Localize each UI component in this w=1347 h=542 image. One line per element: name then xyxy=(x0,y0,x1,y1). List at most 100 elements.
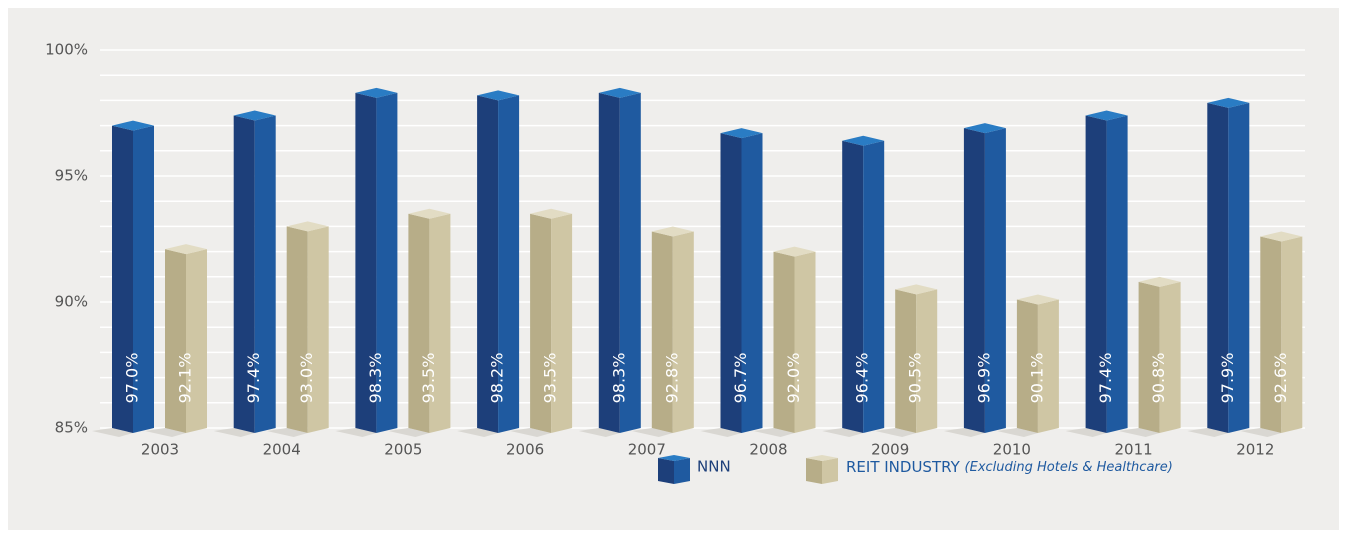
bar xyxy=(1065,110,1128,437)
x-tick-label: 2010 xyxy=(993,441,1031,459)
x-tick-label: 2008 xyxy=(749,441,787,459)
bar-right-face xyxy=(307,226,329,433)
bar-top xyxy=(651,226,694,237)
swatch-top xyxy=(658,455,690,461)
value-label: 97.4% xyxy=(244,353,263,404)
bar-top xyxy=(286,221,329,232)
bar-shadow xyxy=(510,428,552,437)
bar-top xyxy=(598,87,641,98)
value-label: 92.0% xyxy=(784,353,803,404)
y-tick-label: 90% xyxy=(55,293,88,311)
bar-right-face xyxy=(794,251,816,433)
bar-left-face xyxy=(1016,299,1038,433)
bar xyxy=(875,284,938,437)
value-label: 98.3% xyxy=(609,353,628,404)
bar-top xyxy=(1207,97,1250,108)
bar-left-face xyxy=(895,289,917,433)
bar-left-face xyxy=(842,140,864,433)
swatch-right xyxy=(822,458,838,484)
value-label: 97.9% xyxy=(1218,353,1237,404)
bar xyxy=(1118,276,1181,437)
bar-shadow xyxy=(943,428,985,437)
swatch-top xyxy=(806,455,838,461)
bar-top xyxy=(355,87,398,98)
bar-top xyxy=(842,135,885,146)
legend-label: REIT INDUSTRY xyxy=(846,458,961,476)
swatch-left xyxy=(658,458,674,484)
bar xyxy=(145,244,207,437)
bar-left-face xyxy=(1085,115,1107,434)
bar-shadow xyxy=(388,428,430,437)
bar-top xyxy=(720,128,763,139)
x-tick-label: 2007 xyxy=(628,441,666,459)
bar-shadow xyxy=(457,428,499,437)
bar-right-face xyxy=(619,92,641,433)
bar-right-face xyxy=(498,95,520,434)
bar-shadow xyxy=(1118,428,1160,437)
bar-shadow xyxy=(1065,428,1107,437)
value-label: 93.5% xyxy=(419,353,438,404)
bar-top xyxy=(1138,276,1181,287)
bar-left-face xyxy=(1260,236,1282,433)
bar-shadow xyxy=(875,428,917,437)
bar-top xyxy=(1016,294,1059,305)
bar-right-face xyxy=(984,128,1006,433)
value-label: 96.4% xyxy=(853,353,872,404)
bar-left-face xyxy=(165,249,186,433)
swatch-right xyxy=(674,458,690,484)
bar-right-face xyxy=(1281,236,1303,433)
bar-shadow xyxy=(92,428,133,437)
bar xyxy=(266,221,329,437)
value-label: 93.0% xyxy=(297,353,316,404)
bar-left-face xyxy=(408,213,430,433)
bar xyxy=(388,208,451,437)
bar-top xyxy=(233,110,276,121)
bar-right-face xyxy=(551,213,573,433)
legend-swatch xyxy=(658,455,690,484)
bar xyxy=(700,128,763,437)
value-label: 92.8% xyxy=(662,353,681,404)
bar-shadow xyxy=(145,428,186,437)
bar-shadow xyxy=(578,428,620,437)
bar-left-face xyxy=(720,133,742,433)
bar-left-face xyxy=(477,95,499,434)
bar-left-face xyxy=(286,226,308,433)
bar xyxy=(996,294,1059,437)
bar xyxy=(92,120,154,437)
x-tick-label: 2004 xyxy=(263,441,301,459)
y-tick-label: 95% xyxy=(55,167,88,185)
bar-top xyxy=(773,246,816,257)
x-tick-label: 2005 xyxy=(384,441,422,459)
bar-right-face xyxy=(186,249,207,433)
bar-right-face xyxy=(863,140,885,433)
value-label: 98.3% xyxy=(366,353,385,404)
value-label: 96.7% xyxy=(731,353,750,404)
legend-label: REIT INDUSTRY (Excluding Hotels & Health… xyxy=(846,458,1173,476)
bar-left-face xyxy=(598,92,620,433)
bar-right-face xyxy=(916,289,938,433)
bar-shadow xyxy=(822,428,864,437)
bar-right-face xyxy=(429,213,451,433)
bar-right-face xyxy=(1159,281,1181,433)
bar-right-face xyxy=(1037,299,1059,433)
bar-right-face xyxy=(254,115,276,434)
bar-left-face xyxy=(233,115,255,434)
bar xyxy=(1187,97,1250,437)
bar-top xyxy=(895,284,938,295)
bar-right-face xyxy=(741,133,763,433)
value-label: 90.8% xyxy=(1149,353,1168,404)
value-label: 97.4% xyxy=(1096,353,1115,404)
bar-left-face xyxy=(530,213,552,433)
bar-top xyxy=(112,120,154,131)
bar xyxy=(510,208,573,437)
bar-right-face xyxy=(1106,115,1128,434)
bar xyxy=(822,135,885,437)
value-label: 97.0% xyxy=(123,353,142,404)
bar-top xyxy=(408,208,451,219)
y-tick-label: 85% xyxy=(55,419,88,437)
bar-top xyxy=(1085,110,1128,121)
bar-left-face xyxy=(963,128,985,433)
value-label: 98.2% xyxy=(488,353,507,404)
bar xyxy=(753,246,816,437)
